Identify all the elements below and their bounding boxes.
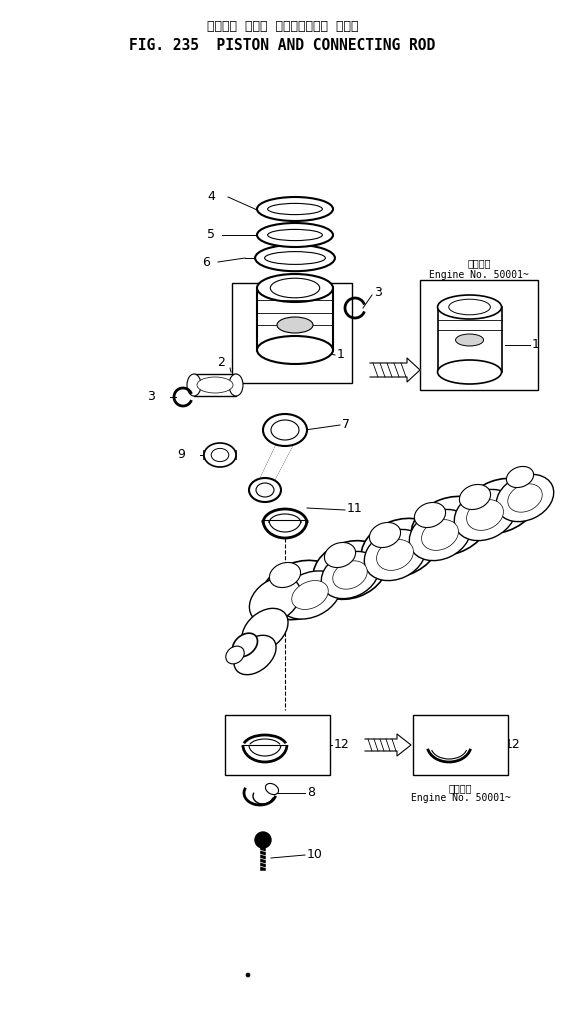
Ellipse shape xyxy=(313,540,387,599)
Ellipse shape xyxy=(449,299,490,314)
Text: ピストン  および  コネクティング  ロッド: ピストン および コネクティング ロッド xyxy=(207,20,358,33)
Text: 1: 1 xyxy=(337,349,345,362)
Text: 8: 8 xyxy=(307,787,315,799)
Ellipse shape xyxy=(409,509,471,561)
Ellipse shape xyxy=(257,336,333,364)
Ellipse shape xyxy=(271,420,299,440)
Text: 12: 12 xyxy=(334,738,350,751)
Ellipse shape xyxy=(255,244,335,271)
Ellipse shape xyxy=(414,503,446,527)
Ellipse shape xyxy=(459,485,490,509)
Text: 3: 3 xyxy=(147,390,155,404)
Ellipse shape xyxy=(455,334,484,346)
Ellipse shape xyxy=(204,443,236,467)
Ellipse shape xyxy=(268,229,323,240)
Text: 9: 9 xyxy=(177,448,185,461)
Bar xyxy=(413,715,508,775)
Ellipse shape xyxy=(211,448,229,461)
Bar xyxy=(232,283,352,383)
Ellipse shape xyxy=(257,274,333,302)
Ellipse shape xyxy=(496,475,554,521)
Text: 適用番号: 適用番号 xyxy=(449,783,472,793)
Ellipse shape xyxy=(411,496,489,556)
Text: 3: 3 xyxy=(374,287,382,299)
Ellipse shape xyxy=(264,251,325,265)
Text: 5: 5 xyxy=(207,228,215,241)
Ellipse shape xyxy=(376,539,414,570)
Ellipse shape xyxy=(292,581,328,609)
Ellipse shape xyxy=(229,374,243,396)
Ellipse shape xyxy=(421,519,458,551)
Ellipse shape xyxy=(249,577,301,623)
Polygon shape xyxy=(258,444,293,484)
Ellipse shape xyxy=(508,484,542,512)
Ellipse shape xyxy=(370,522,401,548)
Ellipse shape xyxy=(454,490,516,540)
Ellipse shape xyxy=(280,571,341,620)
Text: 11: 11 xyxy=(347,503,363,515)
Ellipse shape xyxy=(361,518,439,578)
Text: 1: 1 xyxy=(532,339,540,352)
Ellipse shape xyxy=(463,479,537,533)
Ellipse shape xyxy=(226,646,244,664)
Bar xyxy=(225,715,330,775)
Text: FIG. 235  PISTON AND CONNECTING ROD: FIG. 235 PISTON AND CONNECTING ROD xyxy=(129,38,436,53)
Ellipse shape xyxy=(270,278,320,298)
Ellipse shape xyxy=(187,374,201,396)
Ellipse shape xyxy=(257,197,333,221)
Ellipse shape xyxy=(506,466,533,488)
Text: Engine No. 50001~: Engine No. 50001~ xyxy=(429,270,529,280)
Bar xyxy=(420,280,538,390)
Ellipse shape xyxy=(261,561,339,620)
Ellipse shape xyxy=(249,478,281,502)
Text: 適用番号: 適用番号 xyxy=(467,258,491,268)
Text: 7: 7 xyxy=(342,419,350,432)
Ellipse shape xyxy=(277,317,313,333)
Ellipse shape xyxy=(263,414,307,446)
Ellipse shape xyxy=(197,377,233,393)
Ellipse shape xyxy=(257,223,333,247)
Ellipse shape xyxy=(467,500,503,530)
Text: 12: 12 xyxy=(505,738,521,751)
Ellipse shape xyxy=(242,608,288,652)
Bar xyxy=(194,374,236,396)
Ellipse shape xyxy=(232,633,258,657)
Ellipse shape xyxy=(255,832,271,848)
Ellipse shape xyxy=(437,360,502,384)
Text: Engine No. 50001~: Engine No. 50001~ xyxy=(411,793,510,803)
Ellipse shape xyxy=(266,784,279,795)
Ellipse shape xyxy=(333,561,367,589)
Ellipse shape xyxy=(324,542,355,568)
Polygon shape xyxy=(370,358,420,382)
Ellipse shape xyxy=(256,483,274,497)
Ellipse shape xyxy=(234,636,276,674)
Ellipse shape xyxy=(246,973,250,977)
Text: 6: 6 xyxy=(202,256,210,269)
Ellipse shape xyxy=(270,563,301,587)
Text: 10: 10 xyxy=(307,849,323,862)
Ellipse shape xyxy=(364,529,425,581)
Text: 2: 2 xyxy=(217,357,225,369)
Polygon shape xyxy=(365,734,411,756)
Text: 4: 4 xyxy=(207,191,215,204)
Ellipse shape xyxy=(321,552,379,598)
Ellipse shape xyxy=(437,295,502,319)
Ellipse shape xyxy=(268,204,323,215)
